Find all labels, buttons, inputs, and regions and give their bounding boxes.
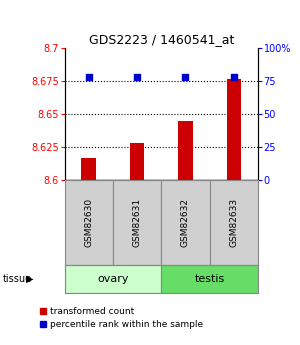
Bar — [210, 180, 258, 265]
Point — [231, 74, 236, 80]
Bar — [130, 143, 144, 180]
Point — [86, 74, 91, 80]
Bar — [113, 180, 161, 265]
Text: tissue: tissue — [3, 274, 32, 284]
Text: GSM82633: GSM82633 — [229, 198, 238, 247]
Bar — [161, 265, 258, 293]
Text: ▶: ▶ — [26, 274, 33, 284]
Point — [135, 74, 140, 80]
Legend: transformed count, percentile rank within the sample: transformed count, percentile rank withi… — [40, 307, 203, 329]
Text: GSM82630: GSM82630 — [84, 198, 93, 247]
Text: GSM82631: GSM82631 — [133, 198, 142, 247]
Text: ovary: ovary — [97, 274, 129, 284]
Bar — [226, 79, 241, 180]
Text: GSM82632: GSM82632 — [181, 198, 190, 247]
Point — [183, 74, 188, 80]
Bar — [161, 180, 210, 265]
Bar — [178, 121, 193, 180]
Text: testis: testis — [194, 274, 225, 284]
Bar — [64, 180, 113, 265]
Bar — [64, 265, 161, 293]
Bar — [81, 158, 96, 180]
Title: GDS2223 / 1460541_at: GDS2223 / 1460541_at — [88, 33, 234, 47]
